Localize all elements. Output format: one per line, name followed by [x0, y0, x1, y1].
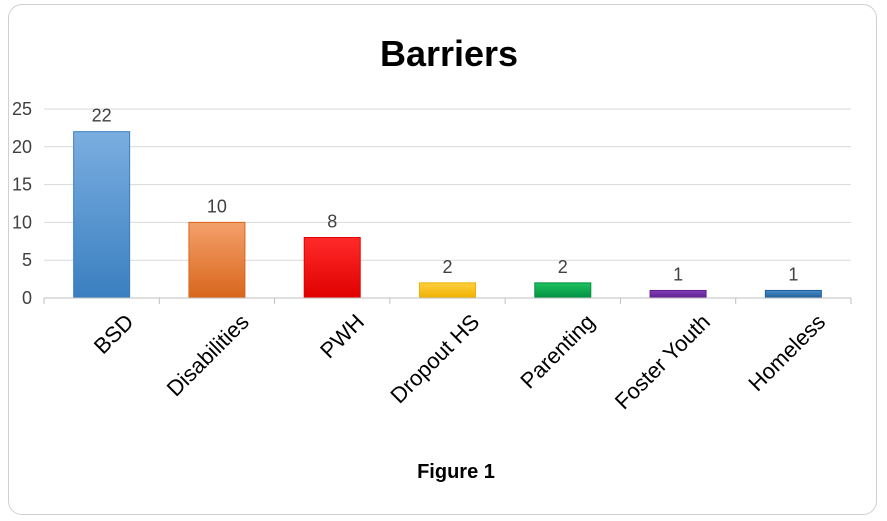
- y-tick-label: 0: [22, 288, 32, 308]
- category-label: Disabilities: [162, 309, 254, 401]
- y-tick-label: 10: [12, 212, 32, 232]
- y-tick-label: 25: [12, 99, 32, 119]
- data-label: 2: [558, 257, 568, 277]
- chart-frame: [8, 4, 877, 515]
- category-label: Homeless: [743, 309, 830, 396]
- bar: [764, 289, 822, 299]
- data-label: 1: [788, 264, 798, 284]
- data-label: 22: [92, 106, 112, 126]
- figure-caption: Figure 1: [417, 461, 495, 483]
- bar: [73, 131, 131, 299]
- y-tick-label: 15: [12, 175, 32, 195]
- bars: [73, 131, 822, 299]
- category-label: Parenting: [515, 309, 599, 393]
- category-label: PWH: [315, 309, 369, 363]
- chart-title: Barriers: [380, 33, 518, 74]
- data-label: 2: [442, 257, 452, 277]
- y-tick-label: 20: [12, 137, 32, 157]
- category-labels: BSD Disabilities PWH Dropout HS Parenting Fos…: [89, 309, 830, 414]
- gridlines: [44, 108, 851, 261]
- x-axis: [43, 297, 852, 304]
- category-label: BSD: [89, 309, 139, 359]
- data-label: 8: [327, 212, 337, 232]
- bar: [188, 221, 246, 299]
- bar: [419, 282, 476, 299]
- bar: [303, 237, 361, 299]
- category-label: Dropout HS: [385, 309, 484, 408]
- y-tick-label: 5: [22, 250, 32, 270]
- bar: [534, 282, 592, 299]
- data-label: 10: [207, 196, 227, 216]
- bar: [649, 289, 707, 299]
- y-axis-ticks: 0 5 10 15 20 25: [12, 99, 32, 308]
- category-label: Foster Youth: [610, 309, 715, 414]
- data-label: 1: [673, 264, 683, 284]
